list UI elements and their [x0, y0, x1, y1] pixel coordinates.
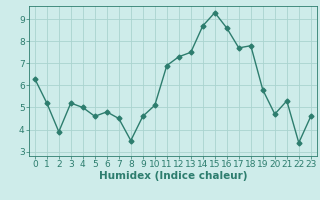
X-axis label: Humidex (Indice chaleur): Humidex (Indice chaleur) [99, 171, 247, 181]
